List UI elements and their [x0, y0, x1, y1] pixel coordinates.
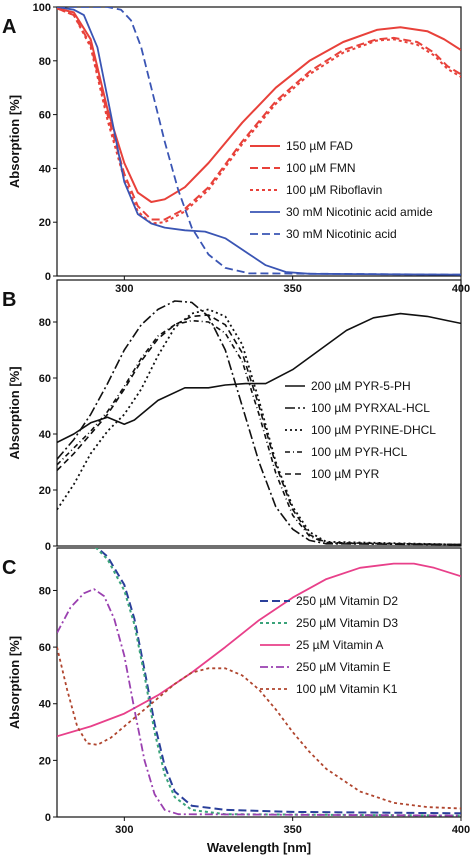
legend-entry: 100 µM Riboflavin — [286, 183, 382, 197]
y-axis-label: Absorption [%] — [7, 366, 22, 459]
y-axis-label: Absorption [%] — [7, 95, 22, 188]
panel-b: 0 20 40 60 80 Absorption [%] B 200 µM PYR-5-PH 1… — [2, 279, 462, 553]
y-tick-label: 20 — [39, 485, 51, 497]
series-line-2 — [57, 562, 461, 738]
legend: 150 µM FAD 100 µM FMN 100 µM Riboflavin 30 … — [250, 139, 433, 241]
y-tick-label: 60 — [39, 373, 51, 385]
x-tick-label: 350 — [283, 824, 301, 836]
y-tick-label: 40 — [39, 699, 51, 711]
y-tick-label: 100 — [33, 2, 51, 14]
y-tick-label: 40 — [39, 429, 51, 441]
legend-entry: 250 µM Vitamin E — [296, 660, 391, 674]
y-tick-label: 20 — [39, 755, 51, 767]
panel-c: 0 20 40 60 80 300 350 400 Absorption [%] C 250 µM … — [2, 547, 470, 836]
series-line-0 — [57, 7, 461, 203]
x-tick-label: 350 — [283, 283, 301, 295]
legend-entry: 25 µM Vitamin A — [296, 638, 383, 652]
series-line-3 — [57, 7, 461, 276]
legend-entry: 150 µM FAD — [286, 139, 353, 153]
legend-entry: 200 µM PYR-5-PH — [311, 379, 411, 393]
legend-entry: 100 µM Vitamin K1 — [296, 682, 398, 696]
y-tick-label: 0 — [45, 541, 51, 553]
series-line-4 — [57, 7, 461, 276]
y-tick-label: 40 — [39, 163, 51, 175]
series-line-4 — [57, 646, 461, 810]
plot-frame — [56, 279, 462, 547]
panel-label: B — [2, 289, 16, 311]
legend: 250 µM Vitamin D2 250 µM Vitamin D3 25 µM … — [260, 594, 398, 696]
series-line-2 — [57, 7, 461, 225]
y-tick-label: 80 — [39, 56, 51, 68]
legend-entry: 100 µM PYR-HCL — [311, 445, 408, 459]
series-line-4 — [57, 314, 461, 546]
legend-entry: 30 mM Nicotinic acid amide — [286, 205, 433, 219]
legend-entry: 250 µM Vitamin D2 — [296, 594, 398, 608]
x-axis-label: Wavelength [nm] — [207, 840, 311, 855]
x-tick-label: 300 — [115, 824, 133, 836]
y-tick-label: 80 — [39, 585, 51, 597]
series-line-1 — [94, 548, 461, 817]
legend-entry: 100 µM FMN — [286, 161, 356, 175]
legend-entry: 100 µM PYRXAL-HCL — [311, 401, 430, 415]
legend-entry: 100 µM PYRINE-DHCL — [311, 423, 436, 437]
y-tick-label: 0 — [45, 271, 51, 283]
legend-entry: 250 µM Vitamin D3 — [296, 616, 398, 630]
series-line-1 — [57, 7, 461, 221]
legend-entry: 100 µM PYR — [311, 467, 380, 481]
plot-frame — [56, 6, 462, 277]
x-tick-label: 400 — [452, 824, 470, 836]
legend-entry: 30 mM Nicotinic acid — [286, 227, 397, 241]
y-axis-label: Absorption [%] — [7, 636, 22, 729]
series-line-1 — [57, 300, 461, 546]
legend: 200 µM PYR-5-PH 100 µM PYRXAL-HCL 100 µM P… — [285, 379, 436, 481]
series-line-3 — [57, 588, 461, 817]
y-tick-label: 0 — [45, 812, 51, 824]
y-tick-label: 60 — [39, 110, 51, 122]
plot-frame — [56, 547, 462, 818]
panel-label: C — [2, 557, 16, 579]
panel-label: A — [2, 16, 16, 38]
y-tick-label: 60 — [39, 642, 51, 654]
x-tick-label: 300 — [115, 283, 133, 295]
series-line-0 — [95, 548, 461, 815]
y-tick-label: 80 — [39, 317, 51, 329]
y-tick-label: 20 — [39, 217, 51, 229]
